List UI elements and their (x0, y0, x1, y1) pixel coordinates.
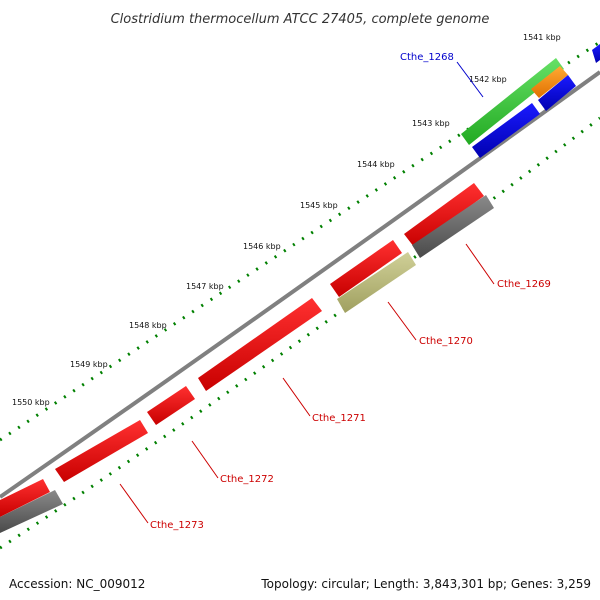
gene-cthe-1269[interactable] (404, 183, 484, 247)
tick-label: 1542 kbp (469, 75, 507, 84)
inner-tick-ring (0, 116, 600, 550)
map-title: Clostridium thermocellum ATCC 27405, com… (111, 12, 490, 27)
feature-gray[interactable] (412, 195, 494, 258)
leader-line-cthe-1268 (456, 61, 484, 98)
gene-cthe-1272a[interactable] (147, 386, 195, 425)
gene-label-cthe-1268[interactable]: Cthe_1268 (400, 52, 454, 63)
gene-cthe-1268[interactable] (472, 103, 540, 158)
gene-cthe-1273[interactable] (0, 479, 50, 517)
leader-line-cthe-1270 (387, 301, 417, 341)
tick-label: 1545 kbp (300, 201, 338, 210)
gene-label-cthe-1271[interactable]: Cthe_1271 (312, 413, 366, 424)
feature-green[interactable] (461, 58, 564, 145)
gene-cthe-1270[interactable] (330, 240, 402, 297)
gene-cthe-1272[interactable] (55, 420, 148, 482)
tick-label: 1547 kbp (186, 282, 224, 291)
tick-label: 1549 kbp (70, 360, 108, 369)
genome-backbone (0, 70, 600, 499)
feature-orange[interactable] (531, 66, 568, 98)
leader-line-cthe-1272 (191, 440, 219, 479)
tick-label: 1544 kbp (357, 160, 395, 169)
gene-label-cthe-1273[interactable]: Cthe_1273 (150, 520, 204, 531)
feature-gray[interactable] (0, 490, 63, 533)
leader-line-cthe-1269 (465, 243, 495, 285)
tick-label: 1541 kbp (523, 33, 561, 42)
tick-label: 1550 kbp (12, 398, 50, 407)
genome-summary: Topology: circular; Length: 3,843,301 bp… (261, 577, 591, 591)
leader-line-cthe-1273 (119, 483, 149, 524)
tick-label: 1543 kbp (412, 119, 450, 128)
leader-line-cthe-1271 (282, 377, 311, 417)
outer-tick-ring (0, 40, 600, 442)
gene-label-cthe-1270[interactable]: Cthe_1270 (419, 336, 473, 347)
feature-olive[interactable] (337, 252, 416, 313)
cds-blue-edge[interactable] (592, 44, 600, 63)
cds-blue[interactable] (538, 75, 576, 111)
accession-label: Accession: NC_009012 (9, 577, 146, 591)
gene-label-cthe-1269[interactable]: Cthe_1269 (497, 279, 551, 290)
gene-label-cthe-1272[interactable]: Cthe_1272 (220, 474, 274, 485)
tick-label: 1546 kbp (243, 242, 281, 251)
tick-label: 1548 kbp (129, 321, 167, 330)
gene-cthe-1271[interactable] (198, 298, 322, 391)
